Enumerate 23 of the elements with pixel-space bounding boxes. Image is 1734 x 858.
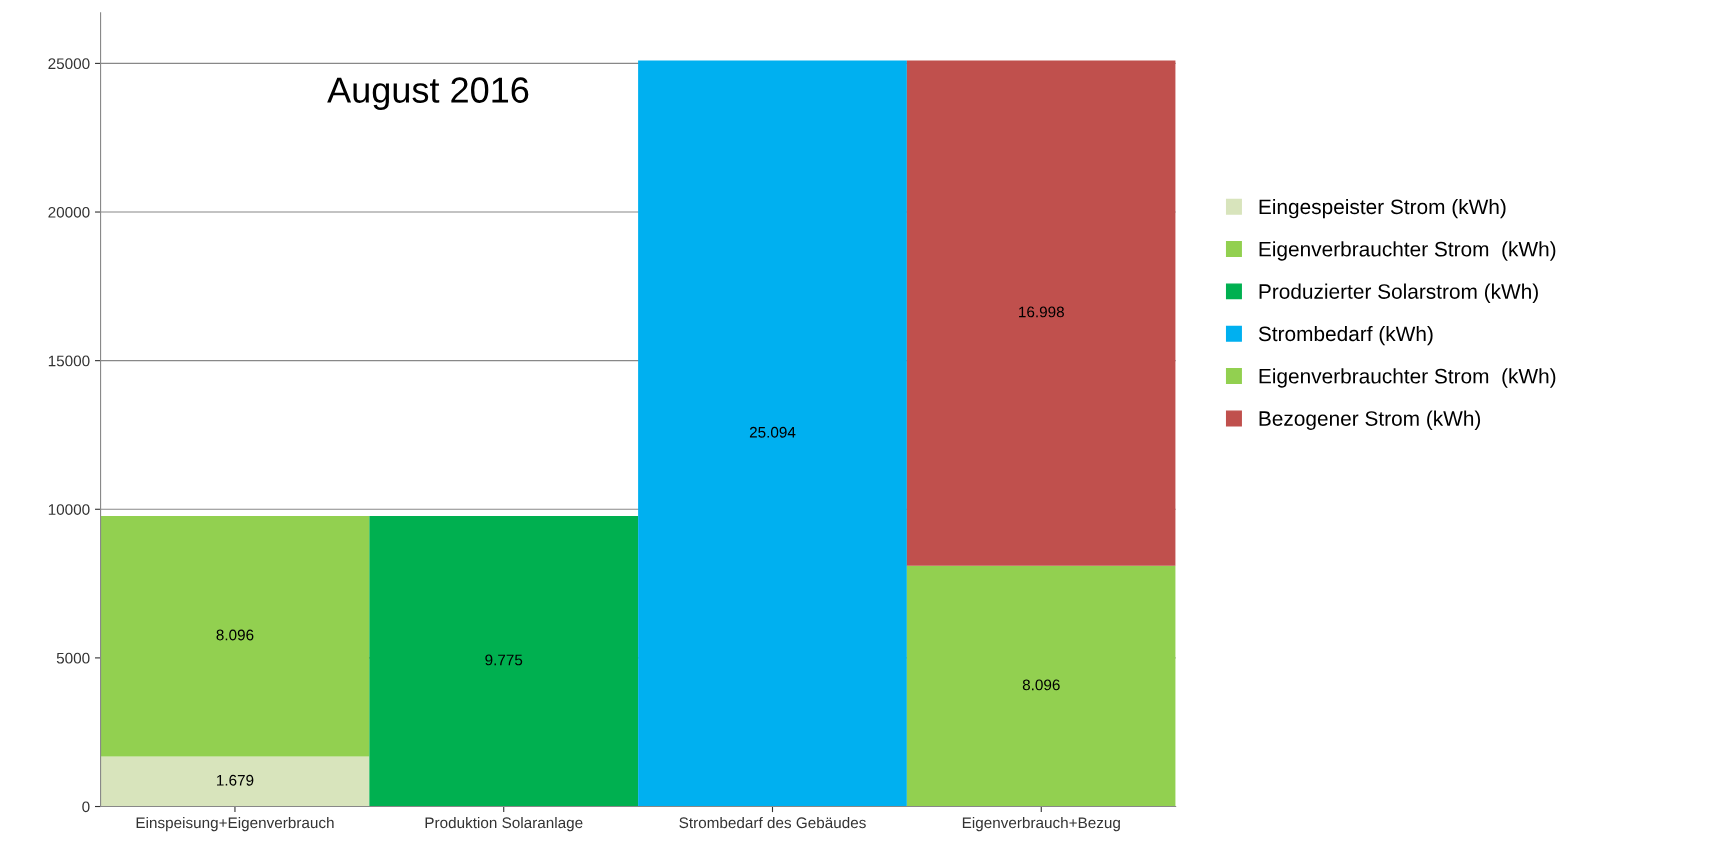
legend-label: Strombedarf (kWh) <box>1258 325 1433 346</box>
legend-label: Eigenverbrauchter Strom (kWh) <box>1259 368 1556 388</box>
y-tick-label: 25000 <box>48 58 90 70</box>
legend-label: Bezogener Strom (kWh) <box>1259 410 1481 431</box>
data-label: 25.094 <box>749 426 796 438</box>
data-label: 8.096 <box>1022 679 1060 691</box>
legend-label: Eigenverbrauchter Strom (kWh) <box>1259 241 1556 261</box>
data-label: 1.679 <box>217 774 254 786</box>
legend-label: Eingespeister Strom (kWh) <box>1259 198 1506 219</box>
data-label: 8.096 <box>216 629 254 641</box>
legend-label: Produzierter Solarstrom (kWh) <box>1259 283 1538 303</box>
y-tick-label: 0 <box>82 801 90 813</box>
data-label: 9.775 <box>485 654 523 666</box>
annotation: August 2016 <box>327 77 529 111</box>
y-tick-label: 15000 <box>48 355 90 367</box>
data-label: 16.998 <box>1019 306 1064 318</box>
x-tick-label: Einspeisung+Eigenverbrauch <box>136 816 334 832</box>
y-tick-label: 10000 <box>48 504 90 515</box>
x-tick-label: Eigenverbrauch+Bezug <box>962 816 1120 832</box>
y-tick-label: 5000 <box>56 652 90 664</box>
x-tick-label: Produktion Solaranlage <box>425 816 583 832</box>
x-tick-label: Strombedarf des Gebäudes <box>679 816 866 829</box>
y-tick-label: 20000 <box>48 206 90 218</box>
